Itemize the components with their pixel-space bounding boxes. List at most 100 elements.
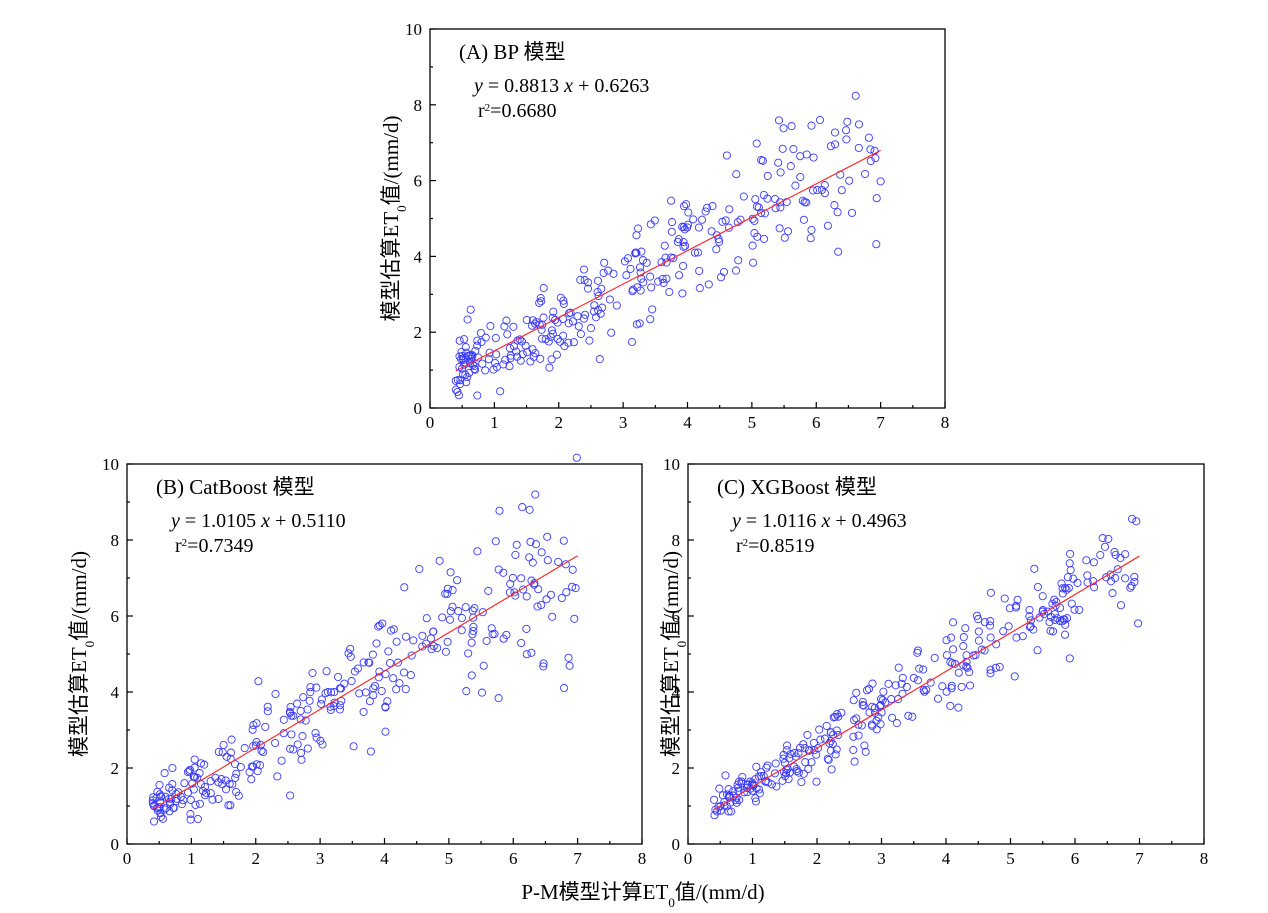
data-point [488, 630, 497, 639]
data-point [722, 151, 731, 160]
data-point [782, 197, 791, 207]
data-point [1050, 595, 1059, 604]
data-point [1063, 573, 1072, 582]
y-tick-label: 4 [414, 247, 423, 266]
data-point [737, 777, 746, 786]
data-point [1066, 549, 1075, 558]
data-point [662, 258, 671, 267]
data-point [559, 296, 568, 305]
data-point [1116, 553, 1125, 563]
data-point [586, 324, 595, 333]
data-point [822, 721, 831, 730]
data-point [965, 681, 975, 690]
scatter-series [148, 453, 581, 826]
data-point [831, 140, 840, 149]
x-tick-label: 6 [812, 413, 821, 432]
data-point [543, 532, 552, 541]
data-point [816, 735, 825, 744]
data-point [481, 366, 490, 375]
data-point [959, 633, 968, 642]
data-point [734, 777, 744, 786]
data-point [1059, 615, 1068, 624]
data-point [634, 224, 643, 233]
data-point [392, 685, 401, 694]
data-point [303, 705, 312, 714]
data-point [546, 332, 555, 341]
data-point [446, 568, 455, 577]
data-point [537, 600, 546, 610]
data-point [149, 793, 158, 802]
data-point [646, 220, 655, 229]
y-axis-label: 模型估算ET0值/(mm/d) [659, 551, 689, 757]
data-point [721, 771, 730, 780]
data-point [804, 764, 813, 773]
data-point [306, 688, 315, 697]
data-point [476, 328, 485, 338]
data-point [1058, 589, 1067, 598]
data-point [286, 791, 295, 800]
data-point [273, 772, 282, 781]
data-point [473, 391, 482, 400]
data-point [830, 201, 839, 210]
data-point [548, 612, 557, 621]
data-point [438, 613, 447, 622]
data-point [946, 701, 955, 710]
data-point [579, 265, 589, 274]
data-point [774, 158, 783, 167]
data-point [306, 683, 315, 692]
eq-y-var: y [472, 75, 483, 97]
data-point [381, 703, 390, 712]
data-point [451, 385, 460, 394]
data-point [714, 802, 723, 811]
data-point [834, 730, 843, 740]
data-point [684, 208, 693, 217]
data-point [635, 263, 645, 272]
data-point [764, 778, 773, 787]
data-point [365, 697, 374, 706]
data-point [850, 757, 859, 766]
data-point [847, 208, 857, 217]
data-point [1113, 565, 1122, 574]
data-point [219, 740, 228, 750]
data-point [466, 359, 475, 368]
data-point [248, 725, 257, 734]
data-point [1083, 571, 1092, 580]
data-point [823, 221, 832, 230]
data-point [470, 361, 479, 371]
data-point [537, 334, 547, 343]
data-point [826, 142, 835, 151]
data-point [748, 241, 757, 250]
data-point [542, 595, 551, 604]
data-point [673, 237, 682, 246]
data-point [1064, 583, 1073, 593]
data-point [594, 291, 603, 301]
data-point [462, 348, 471, 357]
data-point [372, 639, 381, 648]
data-point [849, 696, 858, 705]
y-tick-label: 4 [672, 683, 681, 702]
data-point [462, 687, 471, 696]
data-point [786, 162, 795, 171]
data-point [180, 779, 189, 788]
data-point [884, 679, 893, 688]
data-point [1116, 601, 1126, 610]
data-point [296, 706, 305, 715]
data-point [871, 154, 880, 163]
data-point [322, 667, 331, 676]
data-point [636, 286, 645, 295]
data-point [623, 254, 633, 263]
y-tick-label: 6 [414, 172, 423, 191]
data-point [522, 624, 531, 633]
data-point [820, 734, 830, 743]
data-point [851, 91, 860, 100]
y-tick-label: 4 [111, 683, 120, 702]
data-point [759, 190, 768, 200]
data-point [478, 608, 487, 617]
x-tick-label: 8 [638, 849, 647, 868]
data-point [455, 336, 464, 345]
data-point [503, 330, 512, 339]
data-point [971, 651, 980, 660]
data-point [547, 326, 556, 335]
data-point [443, 589, 452, 598]
data-point [190, 763, 199, 772]
